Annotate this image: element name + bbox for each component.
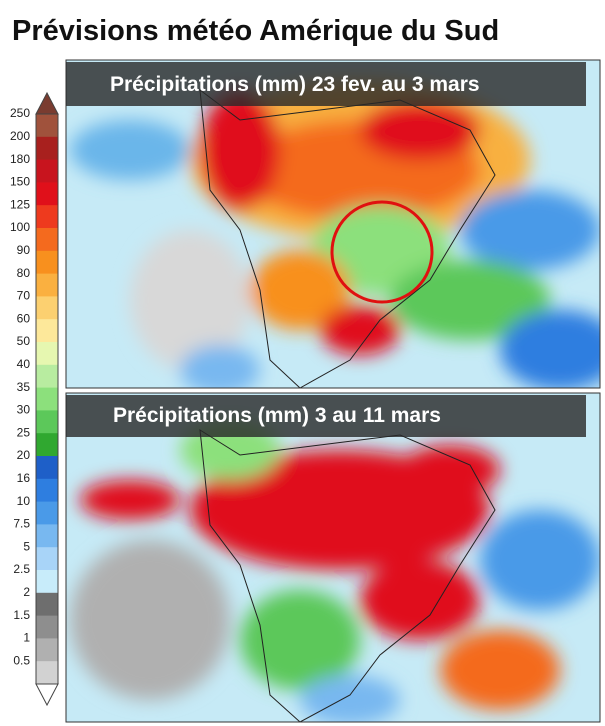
colorbar-segment	[36, 661, 58, 685]
colorbar-label: 1	[23, 631, 30, 645]
colorbar-segment	[36, 342, 58, 366]
colorbar-segment	[36, 273, 58, 297]
colorbar-segment	[36, 501, 58, 525]
colorbar-bottom	[35, 683, 59, 707]
colorbar-label: 125	[10, 197, 30, 211]
colorbar-label: 180	[10, 152, 30, 166]
colorbar-label: 0.5	[13, 653, 30, 667]
colorbar-segment	[36, 205, 58, 229]
colorbar-label: 5	[23, 539, 30, 553]
colorbar-segment	[36, 136, 58, 161]
colorbar-label: 70	[17, 289, 31, 303]
colorbar-label: 50	[17, 334, 31, 348]
colorbar-segment	[36, 592, 58, 617]
colorbar-segment	[36, 638, 58, 662]
colorbar-frame	[35, 113, 59, 685]
panel-title: Précipitations (mm) 23 fev. au 3 mars	[110, 73, 480, 96]
colorbar-label: 25	[17, 425, 31, 439]
colorbar-label: 2	[23, 585, 30, 599]
colorbar-segment	[36, 296, 58, 320]
colorbar-label: 35	[17, 380, 31, 394]
colorbar-label: 40	[17, 357, 31, 371]
title: Prévisions météo Amérique du Sud	[12, 15, 499, 47]
panel-title: Précipitations (mm) 3 au 11 mars	[113, 404, 441, 427]
colorbar-segment	[36, 478, 58, 503]
map-1	[66, 60, 600, 388]
colorbar-label: 1.5	[13, 608, 30, 622]
colorbar-label: 200	[10, 129, 30, 143]
colorbar-label: 150	[10, 175, 30, 189]
colorbar-label: 90	[17, 243, 31, 257]
colorbar-segment	[36, 250, 58, 275]
colorbar-top	[35, 91, 59, 115]
colorbar-segment	[36, 182, 58, 206]
colorbar-segment	[36, 387, 58, 411]
colorbar-label: 60	[17, 311, 31, 325]
colorbar-label: 7.5	[13, 517, 30, 531]
colorbar-segment	[36, 228, 58, 252]
colorbar-segment	[36, 114, 58, 138]
colorbar-segment	[36, 319, 58, 343]
colorbar-label: 10	[17, 494, 31, 508]
colorbar-segment	[36, 524, 58, 548]
colorbar-segment	[36, 456, 58, 480]
colorbar-label: 100	[10, 220, 30, 234]
colorbar-segment	[36, 410, 58, 434]
colorbar-label: 2.5	[13, 562, 30, 576]
colorbar-segment	[36, 547, 58, 571]
colorbar-segment	[36, 615, 58, 639]
colorbar-segment	[36, 570, 58, 594]
colorbar-label: 30	[17, 403, 31, 417]
map-2	[66, 393, 600, 722]
colorbar-label: 16	[17, 471, 31, 485]
colorbar-segment	[36, 159, 58, 183]
colorbar-segment	[36, 433, 58, 457]
colorbar-label: 250	[10, 106, 30, 120]
colorbar-segment	[36, 364, 58, 389]
colorbar: 2502001801501251009080706050403530252016…	[10, 106, 59, 685]
colorbar-label: 80	[17, 266, 31, 280]
colorbar-label: 20	[17, 448, 31, 462]
